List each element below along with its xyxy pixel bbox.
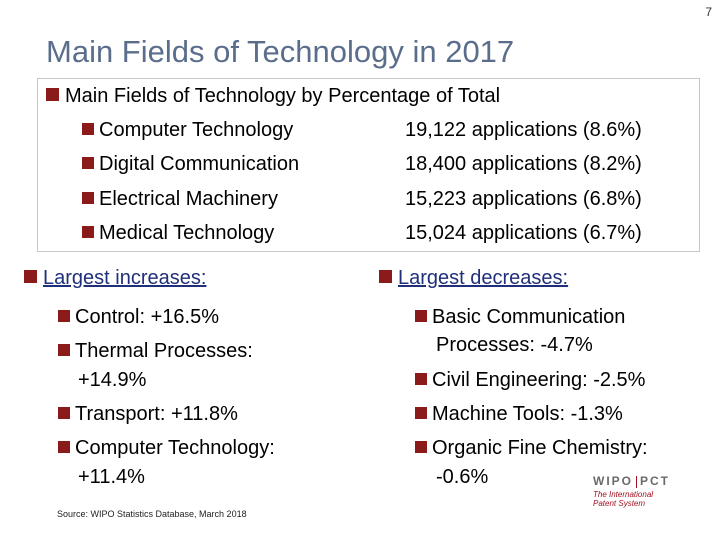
square-bullet-icon xyxy=(415,372,427,385)
field-value: 15,024 applications (6.7%) xyxy=(405,222,642,244)
field-row-1: Computer Technology xyxy=(82,118,293,142)
logo-tagline-2: Patent System xyxy=(593,499,646,508)
increases-heading-row: Largest increases: xyxy=(24,266,206,290)
decrease-text: Organic Fine Chemistry: xyxy=(432,437,648,459)
increase-item-3: Transport: +11.8% xyxy=(58,402,238,426)
logo-divider xyxy=(636,475,637,488)
logo-tagline-1: The International xyxy=(593,490,654,499)
increase-text-continued: +11.4% xyxy=(78,466,145,488)
decrease-item-2: Civil Engineering: -2.5% xyxy=(415,368,645,392)
top-fields-heading: Main Fields of Technology by Percentage … xyxy=(65,85,501,107)
square-bullet-icon xyxy=(415,406,427,419)
field-value: 15,223 applications (6.8%) xyxy=(405,188,642,210)
increase-text: Transport: +11.8% xyxy=(75,403,238,425)
decrease-text-continued: -0.6% xyxy=(436,466,489,488)
decrease-text: Machine Tools: -1.3% xyxy=(432,403,623,425)
field-label: Digital Communication xyxy=(99,153,300,175)
field-row-4: Medical Technology xyxy=(82,221,274,245)
increase-text-continued: +14.9% xyxy=(78,369,147,391)
logo-right-text: PCT xyxy=(640,474,670,488)
decrease-text: Civil Engineering: -2.5% xyxy=(432,369,646,391)
decrease-text-continued: Processes: -4.7% xyxy=(436,334,593,356)
square-bullet-icon xyxy=(58,309,70,322)
page-number: 7 xyxy=(705,5,712,19)
logo-wordmark: WIPO PCT xyxy=(593,474,693,488)
square-bullet-icon xyxy=(379,270,392,284)
square-bullet-icon xyxy=(415,309,427,322)
increases-heading: Largest increases: xyxy=(43,267,207,289)
field-row-2: Digital Communication xyxy=(82,152,299,176)
top-fields-box xyxy=(37,78,700,252)
field-label: Medical Technology xyxy=(99,222,275,244)
square-bullet-icon xyxy=(82,122,94,135)
page-title: Main Fields of Technology in 2017 xyxy=(46,34,515,69)
top-fields-heading-row: Main Fields of Technology by Percentage … xyxy=(46,84,500,108)
decrease-item-4: Organic Fine Chemistry: xyxy=(415,436,648,460)
square-bullet-icon xyxy=(58,343,70,356)
increase-item-4: Computer Technology: xyxy=(58,436,275,460)
source-note: Source: WIPO Statistics Database, March … xyxy=(57,509,247,519)
square-bullet-icon xyxy=(58,406,70,419)
wipo-pct-logo: WIPO PCT The International Patent System xyxy=(593,474,693,508)
logo-left-text: WIPO xyxy=(593,474,633,488)
field-row-3: Electrical Machinery xyxy=(82,187,278,211)
square-bullet-icon xyxy=(46,88,59,102)
decrease-item-3: Machine Tools: -1.3% xyxy=(415,402,623,426)
increase-text: Thermal Processes: xyxy=(75,340,253,362)
field-label: Electrical Machinery xyxy=(99,188,278,210)
decreases-heading-row: Largest decreases: xyxy=(379,266,568,290)
decreases-heading: Largest decreases: xyxy=(398,267,569,289)
square-bullet-icon xyxy=(82,191,94,204)
square-bullet-icon xyxy=(82,156,94,169)
field-value: 18,400 applications (8.2%) xyxy=(405,153,642,175)
square-bullet-icon xyxy=(82,225,94,238)
field-value: 19,122 applications (8.6%) xyxy=(405,119,642,141)
increase-item-1: Control: +16.5% xyxy=(58,305,219,329)
increase-text: Computer Technology: xyxy=(75,437,275,459)
square-bullet-icon xyxy=(58,440,70,453)
increase-text: Control: +16.5% xyxy=(75,306,219,328)
square-bullet-icon xyxy=(24,270,37,284)
increase-item-2: Thermal Processes: xyxy=(58,339,253,363)
field-label: Computer Technology xyxy=(99,119,294,141)
decrease-item-1: Basic Communication xyxy=(415,305,625,329)
square-bullet-icon xyxy=(415,440,427,453)
decrease-text: Basic Communication xyxy=(432,306,626,328)
